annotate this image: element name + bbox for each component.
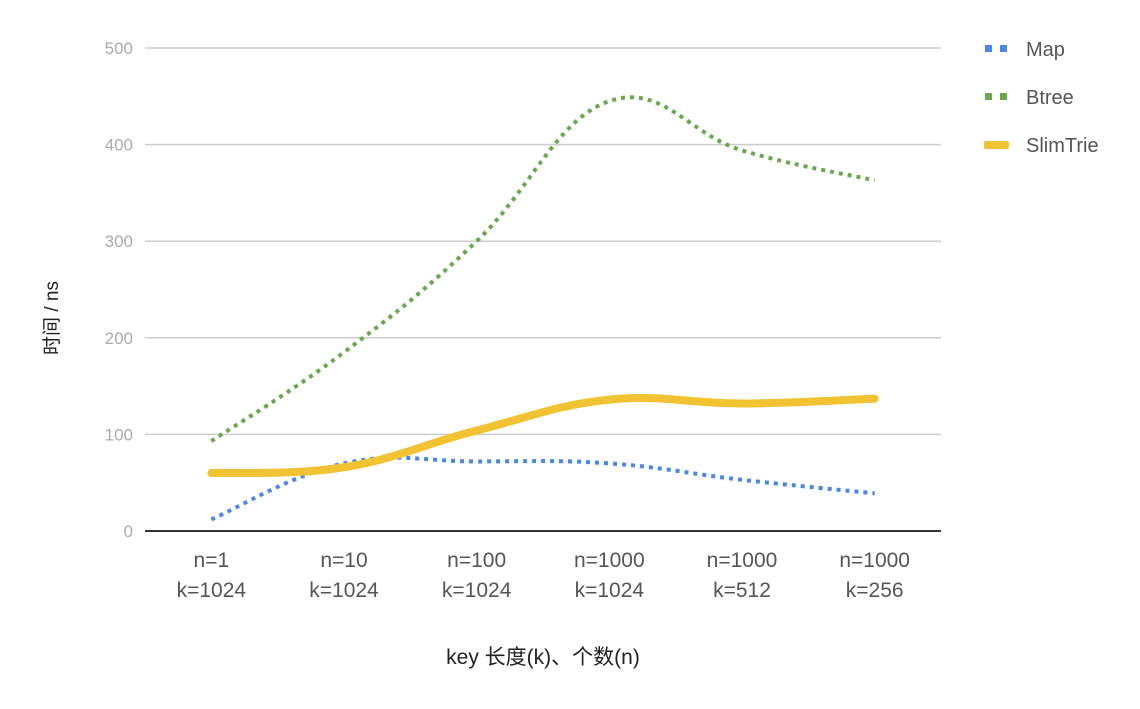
x-tick-label: n=1000	[839, 549, 910, 572]
legend-label: Btree	[1026, 87, 1074, 109]
series-lines	[207, 95, 879, 522]
y-tick-label: 100	[105, 425, 133, 444]
gridlines	[145, 47, 941, 436]
y-tick-label: 400	[105, 136, 133, 155]
legend-label: SlimTrie	[1026, 135, 1099, 157]
x-tick-label: k=512	[713, 579, 771, 602]
y-axis-label: 时间 / ns	[41, 281, 63, 355]
x-tick-label: k=1024	[177, 579, 247, 602]
legend-label: Map	[1026, 39, 1065, 61]
series-line-map	[210, 455, 875, 522]
x-axis-label: key 长度(k)、个数(n)	[446, 646, 640, 669]
series-line-btree	[210, 95, 876, 443]
x-tick-label: n=1	[194, 549, 230, 572]
x-tick-label: n=1000	[574, 549, 645, 572]
series-line-slimtrie	[207, 393, 879, 478]
legend-swatch	[1000, 93, 1007, 100]
y-tick-label: 200	[105, 329, 133, 348]
y-tick-label: 300	[105, 232, 133, 251]
x-axis-ticks: n=1 k=1024 n=10 k=1024 n=100 k=1024 n=1000 k=10…	[177, 549, 910, 602]
legend-swatch	[985, 93, 992, 100]
x-tick-label: n=1000	[707, 549, 778, 572]
legend: Map Btree SlimTrie	[984, 39, 1099, 157]
y-tick-label: 500	[105, 39, 133, 58]
legend-swatch	[984, 141, 1009, 149]
x-tick-label: k=1024	[309, 579, 379, 602]
x-tick-label: k=256	[846, 579, 904, 602]
y-tick-label: 0	[124, 522, 133, 541]
x-tick-label: k=1024	[442, 579, 512, 602]
x-tick-label: k=1024	[575, 579, 645, 602]
x-tick-label: n=100	[447, 549, 506, 572]
y-axis-ticks: 0 100 200 300 400 500	[105, 39, 133, 541]
x-tick-label: n=10	[320, 549, 367, 572]
legend-swatch	[985, 45, 992, 52]
legend-swatch	[1000, 45, 1007, 52]
